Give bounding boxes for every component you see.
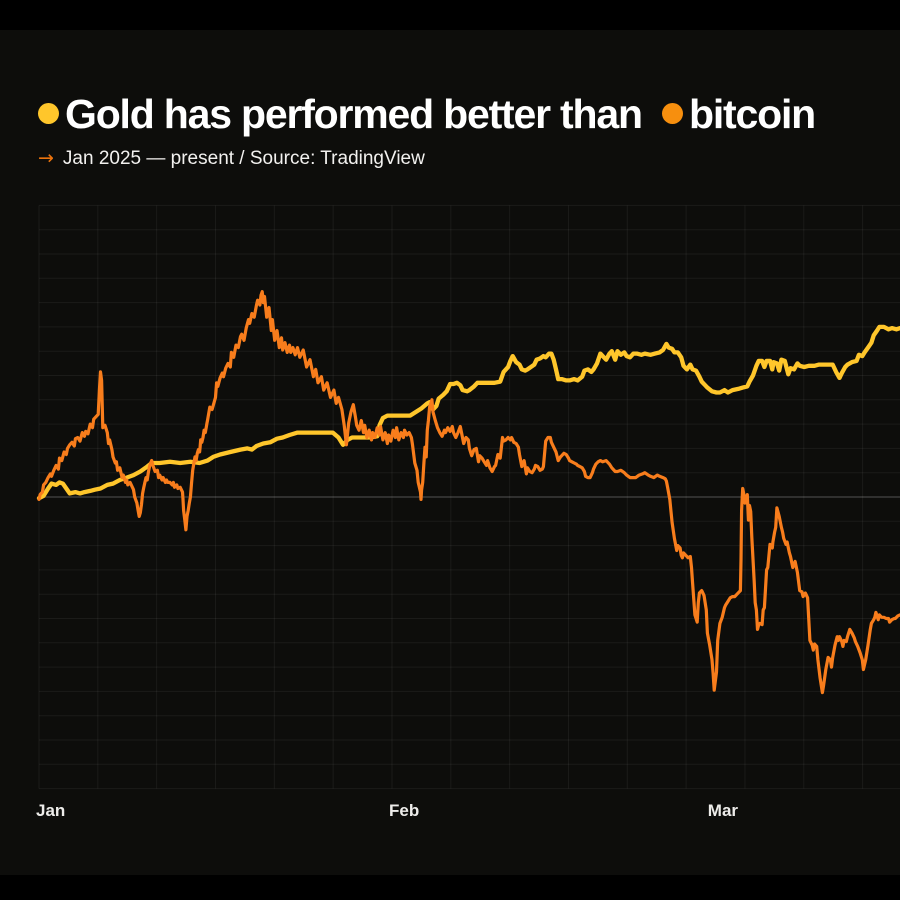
x-axis-label-jan: Jan <box>36 801 65 820</box>
series-lines <box>36 290 900 695</box>
x-axis-label-feb: Feb <box>389 801 419 820</box>
x-axis-labels: Jan Feb Mar <box>36 801 738 820</box>
gold-legend-dot-icon <box>38 103 59 124</box>
gold-line <box>36 324 900 501</box>
gridlines <box>38 204 900 790</box>
subtitle-text: Jan 2025 — present / Source: TradingView <box>62 148 425 169</box>
x-axis-label-mar: Mar <box>708 801 739 820</box>
headline-text-bitcoin: bitcoin <box>689 91 816 137</box>
bitcoin-line <box>37 290 900 695</box>
chart-subtitle: → Jan 2025 — present / Source: TradingVie… <box>38 147 425 171</box>
headline-text-gold: Gold has performed better than <box>65 91 643 137</box>
bitcoin-legend-dot-icon <box>662 103 684 124</box>
arrow-right-icon: → <box>38 147 54 169</box>
headline: Gold has performed better than bitcoin <box>38 94 900 135</box>
chart-panel <box>0 30 900 875</box>
